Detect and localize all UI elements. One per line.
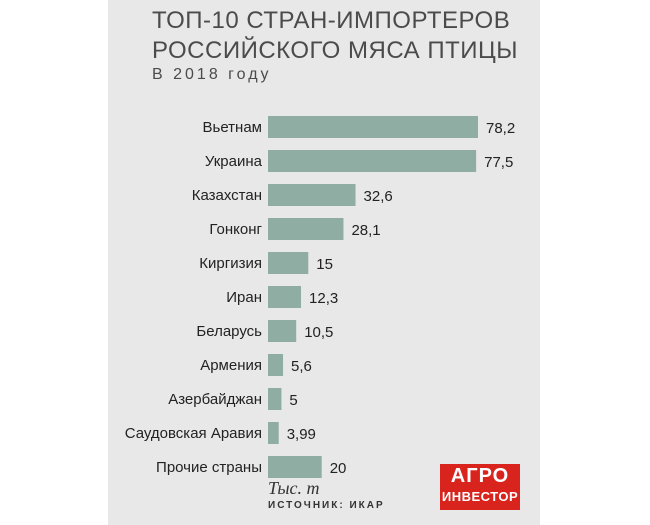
value-label: 32,6 [364, 188, 393, 205]
value-label: 78,2 [486, 120, 515, 137]
category-label: Киргизия [199, 255, 262, 272]
value-label: 12,3 [309, 290, 338, 307]
chart-title-line-1: ТОП-10 СТРАН-ИМПОРТЕРОВ [152, 7, 511, 34]
category-label: Армения [200, 357, 262, 374]
bar [268, 184, 356, 206]
value-label: 3,99 [287, 426, 316, 443]
bar [268, 116, 478, 138]
source-note: ИСТОЧНИК: ИКАР [268, 500, 385, 511]
value-label: 28,1 [351, 222, 380, 239]
chart-panel [108, 0, 540, 525]
agro-investor-logo: АГРО ИНВЕСТОР [440, 464, 520, 510]
bar [268, 320, 297, 342]
logo-line-2: ИНВЕСТОР [441, 489, 519, 504]
category-label: Казахстан [192, 187, 262, 204]
chart-title: ТОП-10 СТРАН-ИМПОРТЕРОВ РОССИЙСКОГО МЯСА… [152, 6, 532, 66]
value-label: 15 [316, 256, 333, 273]
bar [268, 456, 322, 478]
value-label: 77,5 [484, 154, 513, 171]
chart-title-line-2: РОССИЙСКОГО МЯСА ПТИЦЫ [152, 37, 518, 64]
value-label: 10,5 [304, 324, 333, 341]
category-label: Украина [205, 153, 263, 170]
chart-subtitle: В 2018 году [152, 66, 272, 83]
value-label: 20 [330, 460, 347, 477]
value-label: 5 [289, 392, 297, 409]
bar [268, 218, 344, 240]
logo-line-1: АГРО [450, 465, 510, 487]
category-label: Вьетнам [203, 119, 262, 136]
category-label: Беларусь [196, 323, 262, 340]
bar [268, 252, 309, 274]
value-label: 5,6 [291, 358, 312, 375]
bar [268, 422, 279, 444]
bar [268, 388, 282, 410]
unit-label: Тыс. т [268, 478, 320, 498]
category-label: Азербайджан [168, 391, 262, 408]
category-label: Иран [226, 289, 262, 306]
category-label: Гонконг [209, 221, 262, 238]
category-label: Прочие страны [156, 459, 262, 476]
bar [268, 150, 477, 172]
bar [268, 354, 284, 376]
bar [268, 286, 302, 308]
category-label: Саудовская Аравия [125, 425, 262, 442]
